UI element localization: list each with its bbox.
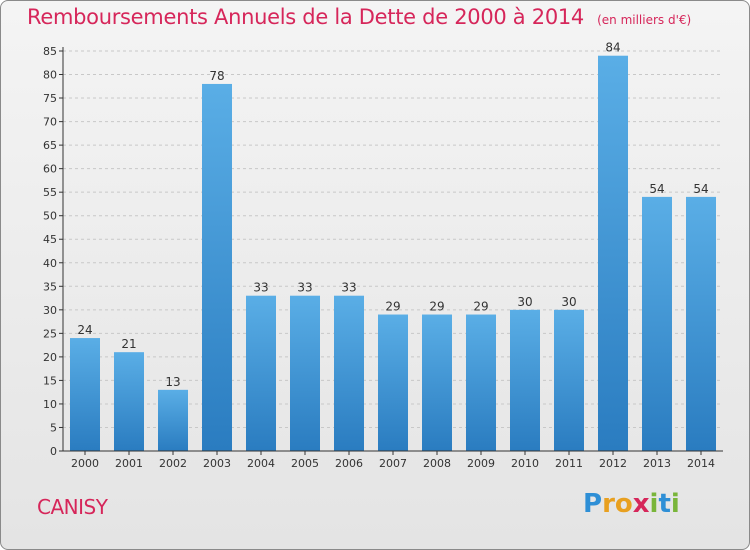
y-tick-label: 80 [43, 69, 57, 82]
x-tick-label: 2010 [511, 457, 539, 470]
x-tick-label: 2007 [379, 457, 407, 470]
bar-value-label: 30 [517, 295, 532, 309]
bar [642, 196, 672, 451]
logo-letter: i [649, 489, 659, 519]
x-tick-label: 2005 [291, 457, 319, 470]
x-tick-label: 2002 [159, 457, 187, 470]
bar [290, 295, 320, 451]
logo-letter: i [670, 489, 680, 519]
logo-letter: t [658, 489, 671, 519]
bar-value-label: 29 [385, 300, 400, 314]
x-tick-label: 2003 [203, 457, 231, 470]
bar-value-label: 33 [253, 281, 268, 295]
proxiti-logo[interactable]: Proxiti [583, 489, 680, 519]
bar-value-label: 29 [429, 300, 444, 314]
y-tick-label: 30 [43, 304, 57, 317]
bar-value-label: 13 [165, 375, 180, 389]
x-tick-label: 2009 [467, 457, 495, 470]
bar-value-label: 78 [209, 69, 224, 83]
bar [114, 352, 144, 451]
unit-note: (en milliers d'€) [597, 13, 692, 27]
bar [158, 389, 188, 451]
x-tick-label: 2014 [687, 457, 715, 470]
y-tick-label: 40 [43, 257, 57, 270]
bar-value-label: 54 [649, 182, 664, 196]
y-tick-label: 15 [43, 374, 57, 387]
data-labels: 24 21 13 78 33 33 33 29 29 29 30 30 84 54 54 [77, 41, 708, 389]
bar [422, 314, 452, 451]
bar [70, 338, 100, 451]
chart-title-row: Remboursements Annuels de la Dette de 20… [27, 5, 691, 29]
x-tick-label: 2000 [71, 457, 99, 470]
y-tick-label: 60 [43, 163, 57, 176]
bar [378, 314, 408, 451]
bar-value-label: 30 [561, 295, 576, 309]
town-name: CANISY [37, 495, 108, 519]
logo-letter: o [614, 489, 633, 519]
bar [554, 309, 584, 451]
x-tick-label: 2004 [247, 457, 275, 470]
bar-value-label: 54 [693, 182, 708, 196]
y-tick-label: 25 [43, 327, 57, 340]
x-tick-labels: 2000 2001 2002 2003 2004 2005 2006 2007 2008 2009… [71, 451, 715, 470]
y-tick-labels: 0 5 10 15 20 25 30 35 40 45 50 55 60 65 70 75 80 85 [43, 45, 57, 458]
bar [202, 83, 232, 452]
y-tick-label: 20 [43, 351, 57, 364]
x-tick-label: 2013 [643, 457, 671, 470]
bar-value-label: 29 [473, 300, 488, 314]
y-tick-label: 70 [43, 116, 57, 129]
bar-value-label: 84 [605, 41, 620, 55]
bar [598, 55, 628, 452]
bar [510, 309, 540, 451]
x-tick-label: 2011 [555, 457, 583, 470]
x-tick-label: 2008 [423, 457, 451, 470]
y-tick-label: 65 [43, 139, 57, 152]
logo-letter: P [583, 489, 603, 519]
y-tick-label: 75 [43, 92, 57, 105]
y-tick-label: 50 [43, 210, 57, 223]
x-tick-label: 2012 [599, 457, 627, 470]
y-tick-label: 10 [43, 398, 57, 411]
y-tick-label: 5 [50, 421, 57, 434]
bar-value-label: 24 [77, 323, 92, 337]
bar [246, 295, 276, 451]
bar [466, 314, 496, 451]
bar [334, 295, 364, 451]
axes [62, 47, 723, 452]
bar-value-label: 21 [121, 337, 136, 351]
x-tick-label: 2006 [335, 457, 363, 470]
y-tick-label: 85 [43, 45, 57, 58]
bar [686, 196, 716, 451]
y-tick-label: 55 [43, 186, 57, 199]
logo-letter: r [602, 489, 615, 519]
bar-value-label: 33 [341, 281, 356, 295]
x-tick-label: 2001 [115, 457, 143, 470]
y-tick-label: 35 [43, 280, 57, 293]
y-tick-label: 45 [43, 233, 57, 246]
bars [70, 55, 716, 452]
logo-letter: x [632, 489, 650, 519]
bar-value-label: 33 [297, 281, 312, 295]
chart-title: Remboursements Annuels de la Dette de 20… [27, 5, 584, 29]
y-tick-label: 0 [50, 445, 57, 458]
